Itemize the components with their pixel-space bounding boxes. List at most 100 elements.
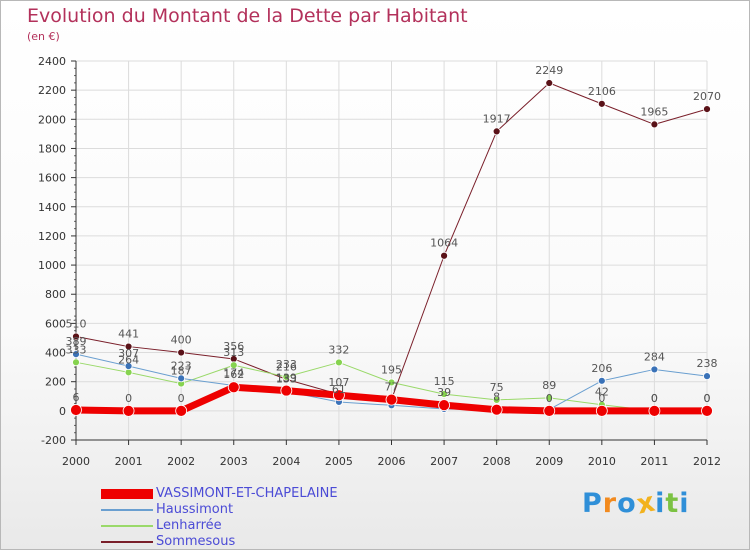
x-tick-label: 2007 <box>430 455 458 468</box>
legend-label: VASSIMONT-ET-CHAPELAINE <box>156 486 338 501</box>
data-label-haussimont: 133 <box>276 372 297 385</box>
data-label-vassimont-et-chapelaine: 0 <box>598 392 605 405</box>
data-point-vassimont-et-chapelaine <box>648 404 661 417</box>
data-label-sommesous: 1917 <box>483 112 511 125</box>
legend-label: Lenharrée <box>156 518 222 533</box>
legend-swatch <box>101 541 153 543</box>
proxiti-logo: Proxiti <box>582 486 690 520</box>
data-label-lenharr-e: 42 <box>595 386 609 399</box>
data-point-sommesous <box>492 127 501 136</box>
legend-swatch <box>101 509 153 511</box>
logo-letter: i <box>655 488 666 519</box>
data-point-sommesous <box>177 348 186 357</box>
data-label-vassimont-et-chapelaine: 107 <box>328 376 349 389</box>
data-label-sommesous: 356 <box>223 340 244 353</box>
legend-item-lenharr-e: Lenharrée <box>101 518 421 534</box>
data-label-lenharr-e: 89 <box>542 379 556 392</box>
data-point-vassimont-et-chapelaine <box>227 381 240 394</box>
logo-letter: P <box>582 488 603 519</box>
data-point-lenharr-e <box>335 358 343 367</box>
data-point-sommesous <box>650 120 659 129</box>
data-point-vassimont-et-chapelaine <box>438 399 450 412</box>
data-label-lenharr-e: 233 <box>276 358 297 371</box>
data-label-vassimont-et-chapelaine: 39 <box>437 386 451 399</box>
data-point-vassimont-et-chapelaine <box>701 404 713 417</box>
data-label-sommesous: 400 <box>171 334 192 347</box>
data-label-lenharr-e: 75 <box>490 381 504 394</box>
data-label-vassimont-et-chapelaine: 0 <box>546 392 553 405</box>
y-tick-label: 200 <box>45 376 66 389</box>
data-point-vassimont-et-chapelaine <box>280 384 293 397</box>
legend-label: Haussimont <box>156 502 234 517</box>
y-tick-label: 1200 <box>38 230 66 243</box>
data-label-haussimont: 284 <box>644 350 665 363</box>
data-point-vassimont-et-chapelaine <box>333 389 345 402</box>
data-labels: 510 441 400 356 216 1064 1917 2249 2106 1965 2070 3… <box>66 64 722 405</box>
y-tick-label: 1600 <box>38 172 66 185</box>
data-label-lenharr-e: 332 <box>328 343 349 356</box>
data-point-sommesous <box>597 99 606 108</box>
data-point-haussimont <box>703 372 711 381</box>
series-lines <box>70 79 713 417</box>
data-label-haussimont: 223 <box>171 359 192 372</box>
x-tick-label: 2008 <box>483 455 511 468</box>
x-tick-label: 2005 <box>325 455 353 468</box>
data-point-sommesous <box>124 342 133 351</box>
data-point-lenharr-e <box>282 372 291 381</box>
data-point-sommesous <box>72 332 80 341</box>
data-label-vassimont-et-chapelaine: 0 <box>704 392 711 405</box>
data-point-vassimont-et-chapelaine <box>175 404 188 417</box>
legend-item-sommesous: Sommesous <box>101 534 421 550</box>
data-label-lenharr-e: 195 <box>381 363 402 376</box>
x-tick-label: 2002 <box>167 455 195 468</box>
y-tick-label: 600 <box>45 317 66 330</box>
data-label-lenharr-e: 187 <box>171 365 192 378</box>
data-point-vassimont-et-chapelaine <box>595 404 608 417</box>
y-tick-label: 2000 <box>38 113 66 126</box>
data-label-lenharr-e: 0 <box>704 392 711 405</box>
x-tick-label: 2001 <box>115 455 143 468</box>
y-tick-label: 1800 <box>38 142 66 155</box>
data-label-lenharr-e: 264 <box>118 353 139 366</box>
chart-unit-subtitle: (en €) <box>27 30 60 43</box>
data-point-haussimont <box>124 362 133 370</box>
data-label-vassimont-et-chapelaine: 139 <box>276 372 297 385</box>
data-point-sommesous <box>703 105 711 114</box>
data-point-vassimont-et-chapelaine <box>122 404 135 417</box>
legend-swatch <box>101 525 153 527</box>
data-point-vassimont-et-chapelaine <box>70 404 82 416</box>
logo-letter: o <box>617 488 637 519</box>
x-tick-label: 2003 <box>220 455 248 468</box>
data-label-sommesous: 441 <box>118 328 139 341</box>
data-label-vassimont-et-chapelaine: 162 <box>223 368 244 381</box>
x-tick-label: 2006 <box>378 455 406 468</box>
legend-item-haussimont: Haussimont <box>101 502 421 518</box>
y-tick-label: 800 <box>45 288 66 301</box>
data-label-vassimont-et-chapelaine: 77 <box>385 381 399 394</box>
data-label-sommesous: 1064 <box>430 237 458 250</box>
y-tick-label: 1400 <box>38 201 66 214</box>
data-label-vassimont-et-chapelaine: 0 <box>178 392 185 405</box>
x-tick-label: 2004 <box>272 455 300 468</box>
data-label-vassimont-et-chapelaine: 6 <box>73 391 80 404</box>
legend-swatch <box>101 489 153 499</box>
data-point-vassimont-et-chapelaine <box>385 393 398 406</box>
logo-letter: t <box>665 488 680 519</box>
data-label-sommesous: 510 <box>66 318 87 331</box>
data-point-vassimont-et-chapelaine <box>490 403 503 416</box>
data-label-lenharr-e: 333 <box>66 343 87 356</box>
data-label-vassimont-et-chapelaine: 0 <box>651 392 658 405</box>
data-point-lenharr-e <box>492 396 501 404</box>
x-tick-label: 2000 <box>62 455 90 468</box>
data-label-lenharr-e: 0 <box>651 392 658 405</box>
data-label-vassimont-et-chapelaine: 0 <box>125 392 132 405</box>
data-label-haussimont: 61 <box>332 383 346 396</box>
x-tick-label: 2011 <box>640 455 668 468</box>
data-point-haussimont <box>650 365 659 374</box>
data-label-lenharr-e: 115 <box>434 375 455 388</box>
data-point-lenharr-e <box>72 358 80 367</box>
data-label-vassimont-et-chapelaine: 8 <box>493 391 500 404</box>
x-tick-label: 2010 <box>588 455 616 468</box>
